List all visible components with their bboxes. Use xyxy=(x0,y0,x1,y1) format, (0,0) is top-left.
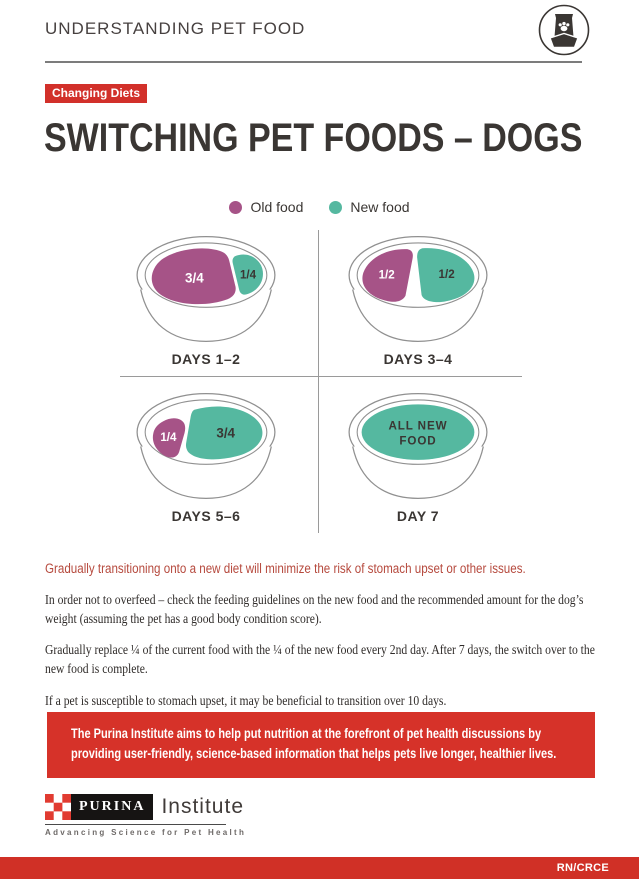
purina-wordmark: PURINA xyxy=(79,799,146,814)
legend-item-old-food: Old food xyxy=(229,199,303,215)
diagram-vertical-divider xyxy=(318,230,319,533)
panel-days-3-4: 1/2 1/2 DAYS 3–4 xyxy=(313,233,523,367)
panel-days-1-2: 3/4 1/4 DAYS 1–2 xyxy=(101,233,311,367)
pet-food-bag-bowl-icon xyxy=(538,4,590,56)
bowl-days-3-4: 1/2 1/2 xyxy=(348,236,488,342)
logo-divider-rule xyxy=(45,824,226,825)
paragraph-stomach-upset: If a pet is susceptible to stomach upset… xyxy=(45,692,447,708)
panel-label-days-3-4: DAYS 3–4 xyxy=(383,351,453,367)
all-new-food-line1: ALL NEW xyxy=(388,419,447,432)
footer-code: RN/CRCE xyxy=(556,862,609,874)
purina-institute-callout: The Purina Institute aims to help put nu… xyxy=(47,712,595,778)
old-portion-label: 1/4 xyxy=(160,431,177,444)
purina-checkerboard-icon xyxy=(45,794,71,820)
footer-bar: RN/CRCE xyxy=(0,857,639,879)
institute-wordmark: Institute xyxy=(161,795,244,818)
panel-label-days-1-2: DAYS 1–2 xyxy=(171,351,241,367)
logo-tagline: Advancing Science for Pet Health xyxy=(45,828,247,837)
paragraph-gradual-replace: Gradually replace ¼ of the current food … xyxy=(45,642,595,677)
old-portion-label: 1/2 xyxy=(379,269,395,282)
topic-badge: Changing Diets xyxy=(45,84,148,103)
body-copy: In order not to overfeed – check the fee… xyxy=(45,590,597,722)
bowl-days-5-6: 1/4 3/4 xyxy=(136,393,276,499)
page-title: SWITCHING PET FOODS – DOGS xyxy=(44,116,583,160)
food-legend: Old food New food xyxy=(0,199,639,215)
all-new-food-line2: FOOD xyxy=(399,435,436,448)
panel-days-5-6: 1/4 3/4 DAYS 5–6 xyxy=(101,390,311,524)
new-portion-label: 1/2 xyxy=(439,268,455,281)
purina-institute-logo: PURINA Institute xyxy=(45,794,244,820)
bowl-days-1-2: 3/4 1/4 xyxy=(136,236,276,342)
highlight-sentence: Gradually transitioning onto a new diet … xyxy=(45,561,526,576)
legend-item-new-food: New food xyxy=(329,199,410,215)
bowl-day-7: ALL NEW FOOD xyxy=(348,393,488,499)
panel-label-days-5-6: DAYS 5–6 xyxy=(171,508,241,524)
legend-old-label: Old food xyxy=(250,199,304,215)
panel-label-day-7: DAY 7 xyxy=(396,508,440,524)
purina-logo-lockup: PURINA xyxy=(45,794,154,820)
diagram-horizontal-divider xyxy=(120,376,522,377)
new-food-dot-icon xyxy=(329,200,343,214)
new-portion-label: 1/4 xyxy=(240,269,257,282)
old-portion-label: 3/4 xyxy=(185,270,204,285)
document-header-title: UNDERSTANDING PET FOOD xyxy=(45,19,306,38)
old-food-dot-icon xyxy=(229,200,243,214)
panel-day-7: ALL NEW FOOD DAY 7 xyxy=(313,390,523,524)
new-portion-label: 3/4 xyxy=(216,426,235,441)
paragraph-feeding-guidelines: In order not to overfeed – check the fee… xyxy=(45,592,584,627)
header-divider-rule xyxy=(45,61,582,63)
callout-text: The Purina Institute aims to help put nu… xyxy=(71,726,557,762)
legend-new-label: New food xyxy=(350,199,410,215)
